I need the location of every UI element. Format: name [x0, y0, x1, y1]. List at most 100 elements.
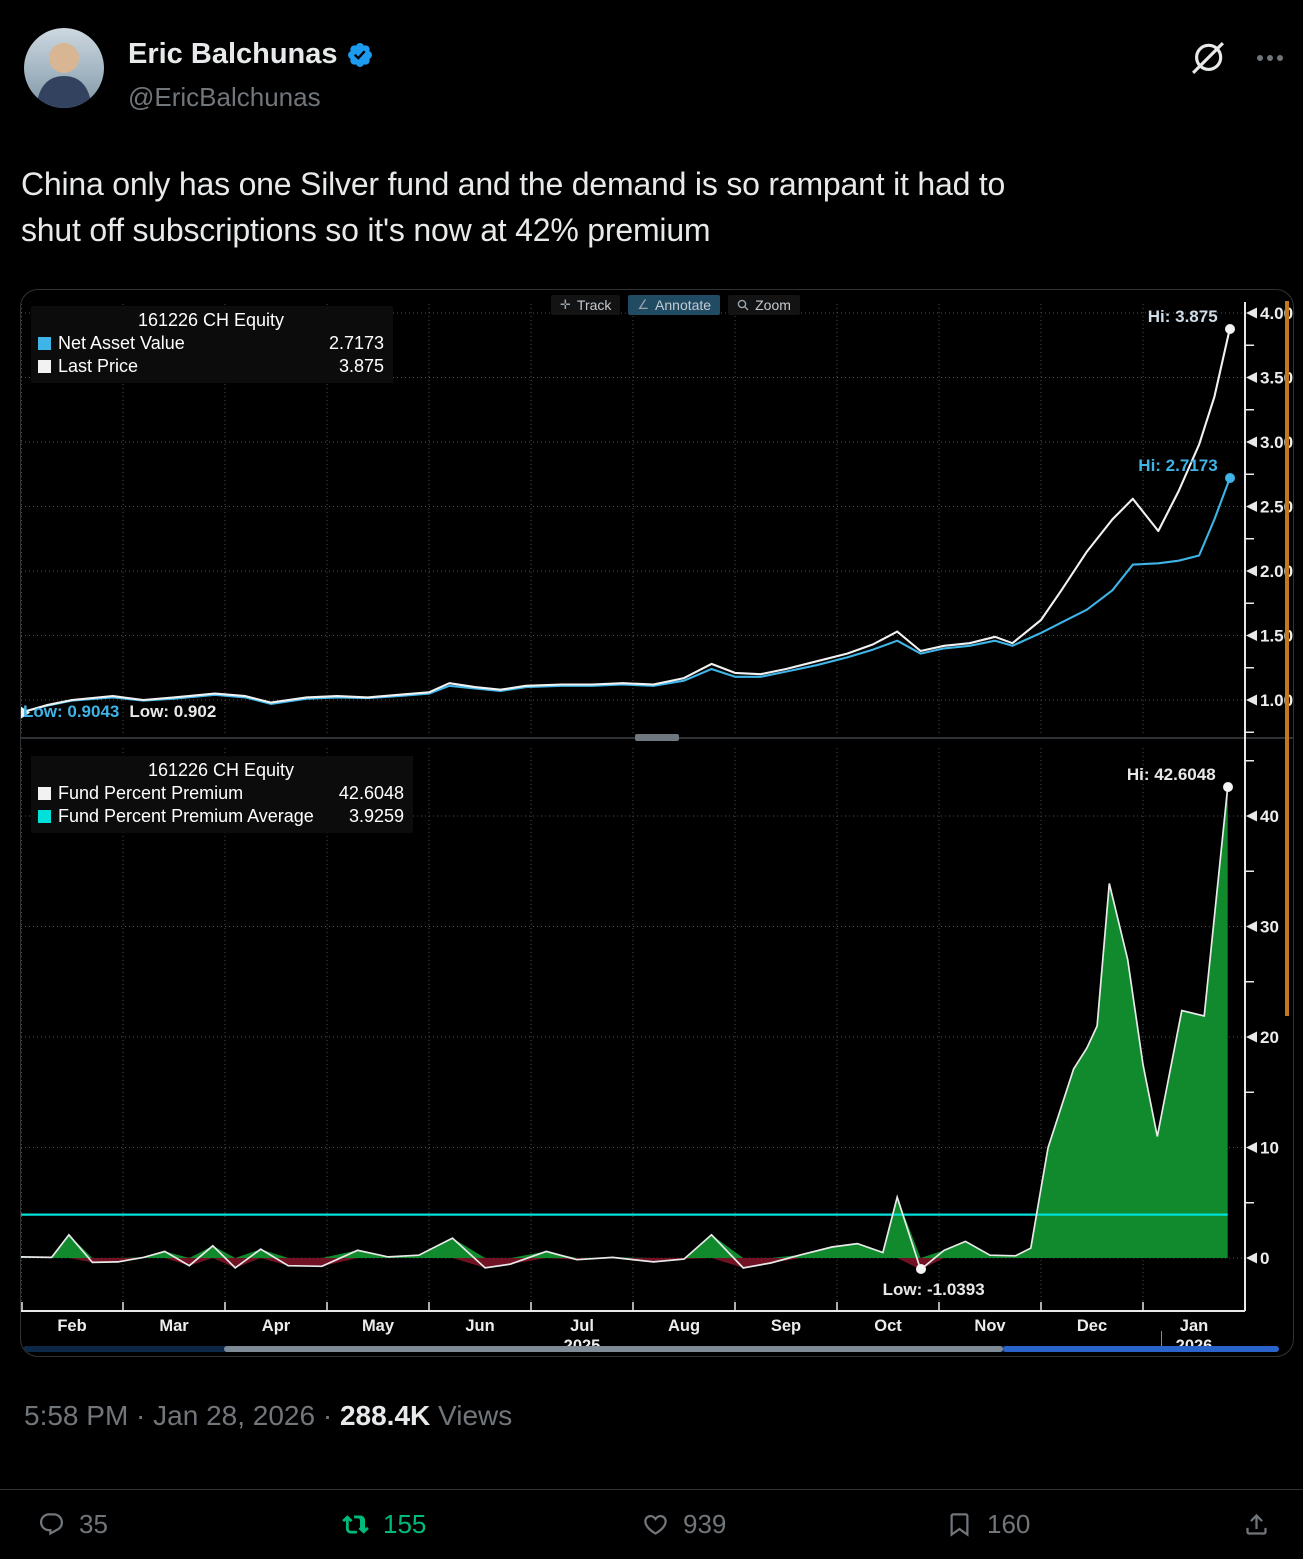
premium-series-swatch — [38, 787, 51, 800]
nav-hi-label: Hi: 2.7173 — [1138, 456, 1218, 476]
premium-series-value: 42.6048 — [338, 783, 404, 803]
annotate-tool[interactable]: ∠ Annotate — [628, 295, 721, 315]
nav-hi-marker — [1224, 473, 1235, 484]
chart-media[interactable]: 1.00 1.50 2.00 2.50 3.00 3.50 4.00 0 10 20 30 40 Feb… — [20, 289, 1294, 1357]
author-handle[interactable]: @EricBalchunas — [128, 82, 321, 112]
svg-text:40: 40 — [1260, 807, 1279, 826]
svg-text:1.00: 1.00 — [1260, 691, 1293, 710]
svg-text:30: 30 — [1260, 918, 1279, 937]
price-series-swatch — [38, 360, 51, 373]
svg-text:Nov: Nov — [974, 1317, 1006, 1335]
track-tool[interactable]: ✛ Track — [551, 295, 621, 315]
svg-text:Jul: Jul — [570, 1317, 594, 1335]
share-button[interactable] — [1243, 1490, 1270, 1559]
nav-low-label: Low: 0.9043 — [23, 702, 120, 721]
avatar[interactable] — [24, 28, 104, 108]
premium-avg-legend-row: Fund Percent Premium Average 3.9259 — [38, 805, 404, 828]
tweet-text: China only has one Silver fund and the d… — [21, 161, 1283, 253]
annotate-icon: ∠ — [637, 297, 650, 312]
grok-icon — [1191, 41, 1225, 75]
svg-text:2.50: 2.50 — [1260, 498, 1293, 517]
repost-button[interactable]: 155 — [342, 1490, 426, 1559]
more-button[interactable] — [1248, 42, 1292, 74]
author-name[interactable]: Eric Balchunas — [128, 38, 374, 71]
avatar-placeholder — [36, 43, 92, 108]
verified-badge-icon — [347, 42, 372, 67]
svg-text:Apr: Apr — [262, 1317, 291, 1335]
chart-toolbar: ✛ Track ∠ Annotate Zoom — [551, 295, 800, 315]
premium-series-label: Fund Percent Premium — [58, 783, 244, 803]
premium-hi-label: Hi: 42.6048 — [1126, 765, 1216, 785]
more-horizontal-icon — [1257, 55, 1283, 61]
svg-text:Jun: Jun — [465, 1317, 494, 1335]
chart-right-scrollbar[interactable] — [1285, 301, 1289, 1016]
price-series-value: 3.875 — [338, 356, 384, 376]
scrollbar-highlight — [1002, 1346, 1279, 1352]
svg-text:1.50: 1.50 — [1260, 627, 1293, 646]
like-button[interactable]: 939 — [642, 1490, 726, 1559]
svg-text:Jan: Jan — [1180, 1317, 1208, 1335]
price-series-label: Last Price — [58, 356, 139, 376]
tweet-text-line2: shut off subscriptions so it's now at 42… — [21, 212, 711, 248]
price-hi-label: Hi: 3.875 — [1147, 307, 1218, 327]
reply-count: 35 — [79, 1509, 108, 1539]
tweet-datetime[interactable]: 5:58 PM · Jan 28, 2026 — [24, 1400, 316, 1431]
zoom-label: Zoom — [755, 297, 791, 313]
zoom-icon — [737, 299, 749, 311]
premium-avg-label: Fund Percent Premium Average — [58, 806, 314, 826]
premium-avg-value: 3.9259 — [348, 806, 404, 826]
svg-text:20: 20 — [1260, 1028, 1279, 1047]
svg-text:Feb: Feb — [57, 1317, 86, 1335]
top-panel-legend: 161226 CH Equity Net Asset Value 2.7173 … — [31, 306, 393, 383]
price-legend-row: Last Price 3.875 — [38, 355, 384, 378]
premium-hi-marker — [1222, 782, 1233, 793]
tweet-text-line1: China only has one Silver fund and the d… — [21, 166, 1006, 202]
svg-text:Oct: Oct — [874, 1317, 902, 1335]
svg-text:Aug: Aug — [668, 1317, 700, 1335]
repost-count: 155 — [383, 1509, 427, 1539]
zoom-tool[interactable]: Zoom — [728, 295, 800, 315]
svg-text:10: 10 — [1260, 1139, 1279, 1158]
svg-text:3.00: 3.00 — [1260, 433, 1293, 452]
svg-text:May: May — [362, 1317, 395, 1335]
tweet-meta: 5:58 PM · Jan 28, 2026 · 288.4K Views — [24, 1400, 512, 1432]
share-icon — [1246, 1513, 1267, 1535]
tweet-action-bar: 35 155 939 160 — [0, 1490, 1303, 1559]
track-label: Track — [576, 297, 612, 313]
repost-icon — [342, 1515, 369, 1534]
price-low-label: Low: 0.902 — [129, 702, 217, 721]
annotate-label: Annotate — [655, 297, 712, 313]
nav-series-label: Net Asset Value — [58, 333, 185, 353]
nav-legend-row: Net Asset Value 2.7173 — [38, 332, 384, 355]
svg-text:4.00: 4.00 — [1260, 304, 1293, 323]
premium-avg-swatch — [38, 810, 51, 823]
reply-icon — [39, 1513, 64, 1536]
premium-low-marker — [915, 1264, 926, 1275]
track-icon: ✛ — [560, 297, 571, 312]
divider — [0, 1489, 1303, 1490]
like-count: 939 — [683, 1509, 727, 1539]
chart-bottom-scrollbar[interactable] — [23, 1346, 1279, 1352]
svg-text:2.00: 2.00 — [1260, 562, 1293, 581]
meta-dot: · — [322, 1400, 333, 1431]
svg-text:Sep: Sep — [771, 1317, 801, 1335]
premium-legend-row: Fund Percent Premium 42.6048 — [38, 782, 404, 805]
svg-text:Dec: Dec — [1077, 1317, 1107, 1335]
top-legend-title: 161226 CH Equity — [137, 310, 285, 330]
views-count: 288.4K — [339, 1400, 431, 1431]
author-name-text: Eric Balchunas — [128, 38, 338, 70]
reply-button[interactable]: 35 — [38, 1490, 108, 1559]
svg-text:Mar: Mar — [159, 1317, 189, 1335]
top-panel-low-labels: Low: 0.9043 Low: 0.902 — [23, 702, 216, 722]
bottom-legend-title: 161226 CH Equity — [147, 760, 295, 780]
bookmark-count: 160 — [987, 1509, 1031, 1539]
scrollbar-thumb[interactable] — [223, 1346, 1003, 1352]
svg-text:0: 0 — [1260, 1249, 1269, 1268]
nav-series-value: 2.7173 — [328, 333, 384, 353]
bottom-panel-legend: 161226 CH Equity Fund Percent Premium 42… — [31, 756, 413, 833]
grok-button[interactable] — [1182, 32, 1234, 84]
bookmark-button[interactable]: 160 — [946, 1490, 1030, 1559]
like-icon — [644, 1514, 667, 1535]
premium-low-label: Low: -1.0393 — [882, 1280, 985, 1300]
